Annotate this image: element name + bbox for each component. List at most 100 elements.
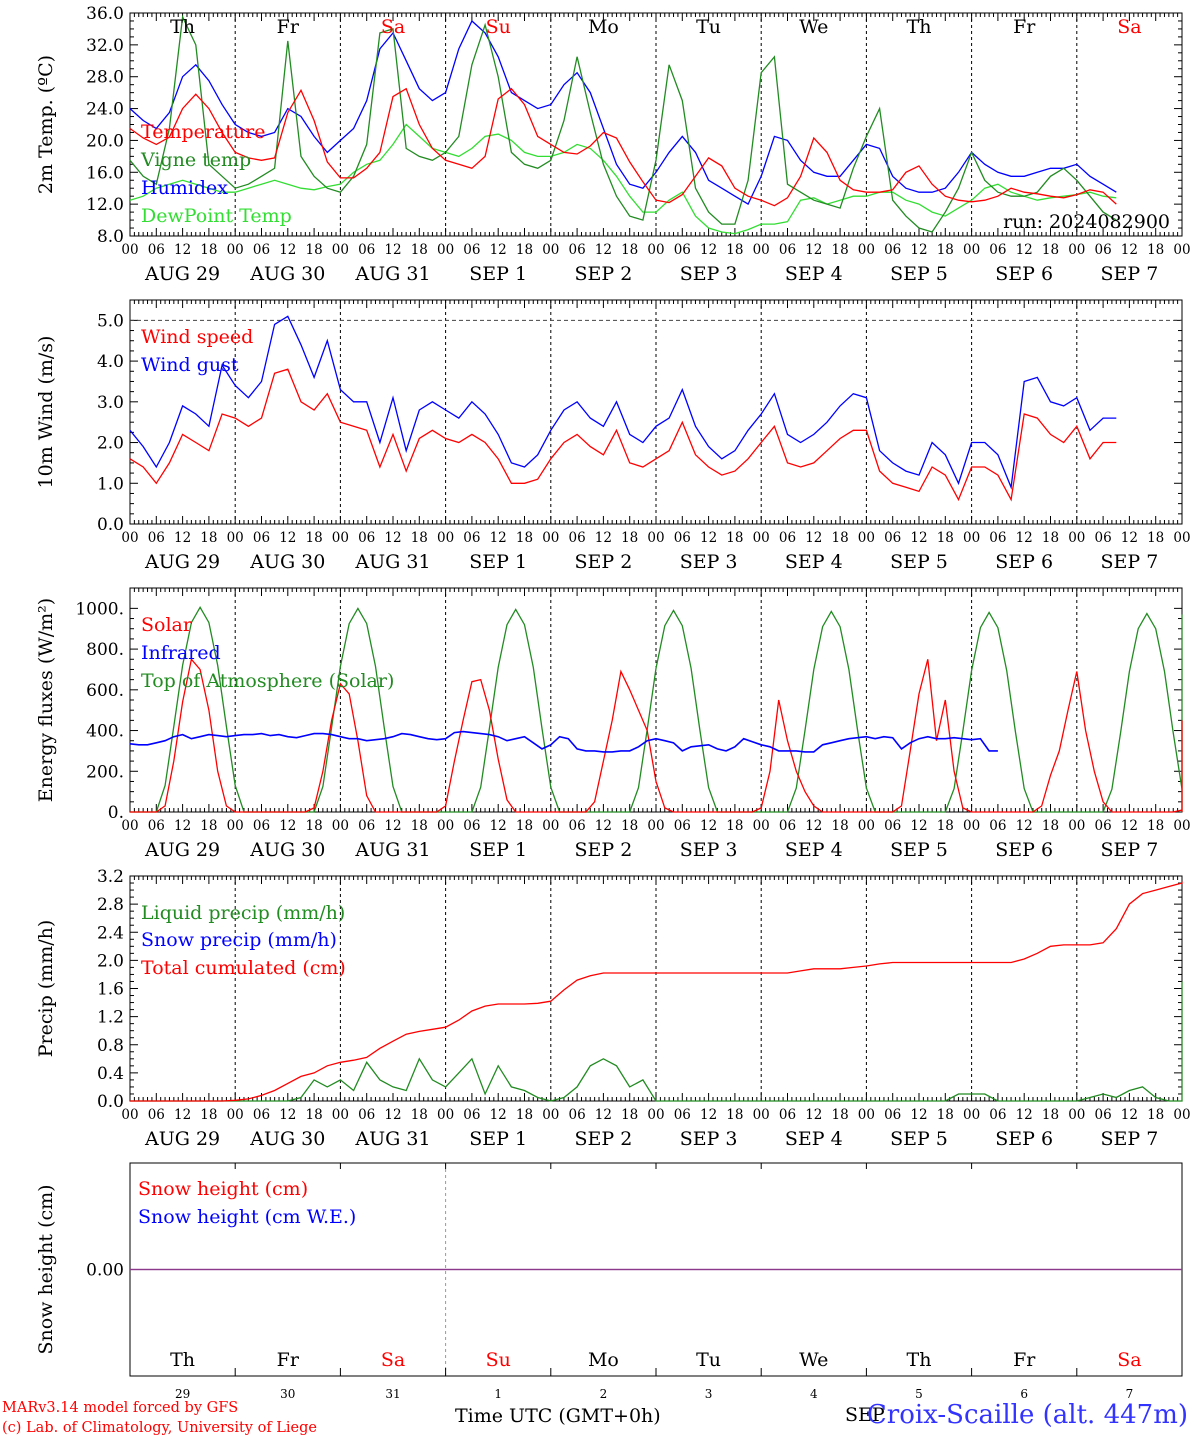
energy-hour-label: 18: [937, 818, 954, 834]
precip-y-axis-title: Precip (mm/h): [35, 920, 57, 1058]
energy-date-label: AUG 30: [249, 839, 325, 861]
wind-date-label: AUG 29: [144, 551, 220, 573]
temp-date-label: SEP 6: [995, 263, 1053, 285]
temp-hour-label: 06: [674, 242, 691, 258]
bottom-weekday-label: We: [799, 1349, 828, 1371]
wind-hour-label: 00: [858, 530, 875, 546]
wind-hour-label: 00: [542, 530, 559, 546]
wind-date-label: AUG 30: [249, 551, 325, 573]
temp-hour-label: 06: [148, 242, 165, 258]
precip-hour-label: 00: [121, 1107, 138, 1123]
wind-hour-label: 18: [516, 530, 533, 546]
bottom-weekday-label: Th: [170, 1349, 195, 1371]
bottom-day-number: 7: [1126, 1387, 1134, 1401]
energy-y-tick-label: 0.: [108, 803, 124, 823]
wind-hour-label: 12: [805, 530, 822, 546]
wind-legend-entry: Wind gust: [141, 354, 239, 376]
wind-hour-label: 18: [411, 530, 428, 546]
energy-hour-label: 12: [805, 818, 822, 834]
energy-hour-label: 06: [989, 818, 1006, 834]
energy-legend-entry: Infrared: [141, 642, 221, 664]
precip-hour-label: 12: [384, 1107, 401, 1123]
precip-hour-label: 12: [805, 1107, 822, 1123]
precip-hour-label: 06: [253, 1107, 270, 1123]
precip-legend-entry: Snow precip (mm/h): [141, 929, 337, 951]
wind-hour-label: 18: [1042, 530, 1059, 546]
temp-hour-label: 12: [1121, 242, 1138, 258]
temp-hour-label: 06: [884, 242, 901, 258]
temp-y-tick-label: 32.0: [86, 36, 124, 56]
wind-date-label: SEP 6: [995, 551, 1053, 573]
temp-hour-label: 18: [1042, 242, 1059, 258]
wind-series-line: [129, 315, 1117, 490]
temp-hour-label: 00: [1068, 242, 1085, 258]
month-label: SEP: [845, 1404, 885, 1426]
energy-hour-label: 12: [490, 818, 507, 834]
precip-hour-label: 12: [700, 1107, 717, 1123]
temp-hour-label: 06: [358, 242, 375, 258]
temp-hour-label: 00: [332, 242, 349, 258]
energy-date-label: SEP 2: [574, 839, 632, 861]
temp-hour-label: 00: [858, 242, 875, 258]
wind-hour-label: 00: [753, 530, 770, 546]
precip-hour-label: 18: [937, 1107, 954, 1123]
energy-date-label: SEP 7: [1100, 839, 1158, 861]
precip-y-tick-label: 1.6: [97, 980, 124, 1000]
weekday-label: Th: [907, 16, 932, 38]
temp-hour-label: 12: [805, 242, 822, 258]
weekday-label: We: [799, 16, 828, 38]
precip-hour-label: 00: [437, 1107, 454, 1123]
precip-y-tick-label: 1.2: [97, 1008, 124, 1028]
wind-date-label: SEP 4: [785, 551, 843, 573]
precip-date-label: SEP 6: [995, 1128, 1053, 1150]
temp-date-label: SEP 3: [680, 263, 738, 285]
wind-hour-label: 18: [832, 530, 849, 546]
energy-hour-label: 00: [332, 818, 349, 834]
model-credit: MARv3.14 model forced by GFS (c) Lab. of…: [2, 1398, 317, 1438]
temp-hour-label: 18: [200, 242, 217, 258]
temp-y-tick-label: 8.0: [97, 227, 124, 247]
wind-hour-label: 12: [279, 530, 296, 546]
snow-legend-entry: Snow height (cm): [138, 1178, 308, 1200]
weekday-label: Mo: [588, 16, 619, 38]
precip-date-label: AUG 29: [144, 1128, 220, 1150]
snow-y-axis-title: Snow height (cm): [35, 1184, 57, 1354]
precip-hour-label: 06: [1095, 1107, 1112, 1123]
run-label: run: 2024082900: [1003, 211, 1170, 233]
wind-hour-label: 12: [1121, 530, 1138, 546]
precip-series-line: [130, 981, 1183, 1102]
temp-y-axis-title: 2m Temp. (ºC): [35, 55, 57, 194]
wind-hour-label: 12: [910, 530, 927, 546]
bottom-weekday-label: Fr: [277, 1349, 300, 1371]
precip-y-tick-label: 2.0: [97, 951, 124, 971]
precip-hour-label: 12: [595, 1107, 612, 1123]
energy-hour-label: 18: [621, 818, 638, 834]
precip-hour-label: 00: [542, 1107, 559, 1123]
precip-date-label: SEP 5: [890, 1128, 948, 1150]
energy-hour-label: 12: [174, 818, 191, 834]
energy-hour-label: 12: [910, 818, 927, 834]
temp-hour-label: 00: [753, 242, 770, 258]
precip-hour-label: 18: [200, 1107, 217, 1123]
energy-hour-label: 18: [1147, 818, 1164, 834]
precip-y-tick-label: 3.2: [97, 867, 124, 887]
temp-series-line: [129, 87, 1117, 207]
precip-date-label: SEP 4: [785, 1128, 843, 1150]
temp-hour-label: 00: [437, 242, 454, 258]
temp-hour-label: 12: [174, 242, 191, 258]
energy-series-line: [129, 730, 998, 753]
precip-hour-label: 18: [411, 1107, 428, 1123]
wind-frame: [129, 299, 1183, 525]
energy-hour-label: 06: [674, 818, 691, 834]
precip-hour-label: 12: [1016, 1107, 1033, 1123]
wind-date-label: SEP 2: [574, 551, 632, 573]
energy-hour-label: 12: [595, 818, 612, 834]
energy-hour-label: 18: [832, 818, 849, 834]
precip-hour-label: 12: [174, 1107, 191, 1123]
temp-legend-entry: DewPoint Temp: [141, 205, 292, 227]
wind-hour-label: 06: [253, 530, 270, 546]
bottom-weekday-label: Th: [907, 1349, 932, 1371]
wind-y-tick-label: 4.0: [97, 352, 124, 372]
bottom-weekday-label: Sa: [1117, 1349, 1141, 1371]
